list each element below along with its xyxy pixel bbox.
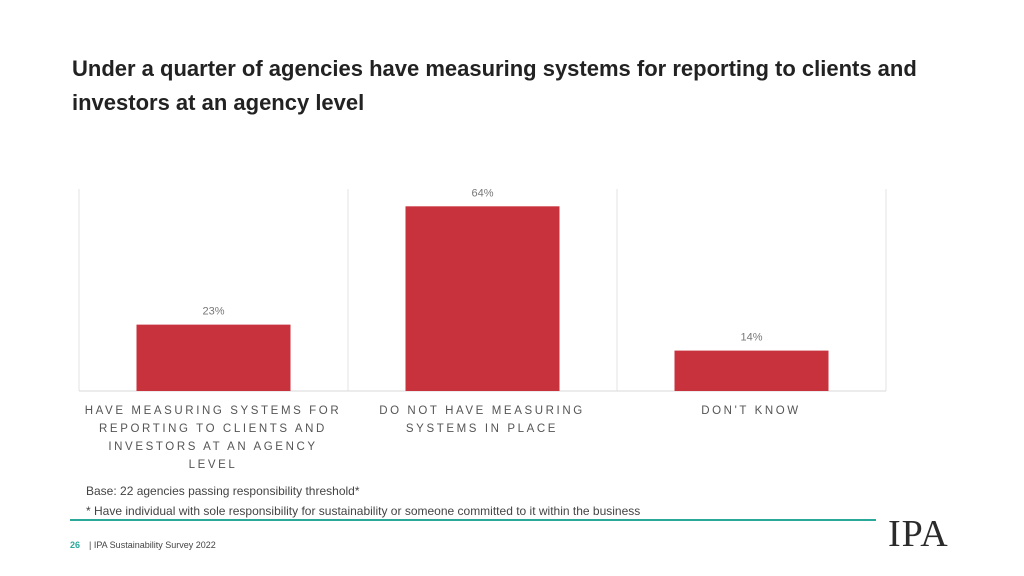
data-label-3: 14%: [740, 332, 762, 344]
ipa-logo: IPA: [888, 513, 949, 555]
bar-2: [405, 206, 560, 391]
footnote: * Have individual with sole responsibili…: [86, 504, 641, 518]
category-label-no-systems: DO NOT HAVE MEASURING SYSTEMS IN PLACE: [379, 405, 585, 435]
data-label-1: 23%: [202, 306, 224, 318]
category-label-have-systems: HAVE MEASURING SYSTEMS FOR REPORTING TO …: [84, 405, 342, 471]
category-label-dont-know: DON'T KNOW: [701, 405, 801, 417]
data-label-2: 64%: [471, 187, 493, 199]
page-title: Under a quarter of agencies have measuri…: [72, 56, 917, 115]
page-number: 26: [70, 540, 81, 550]
footer-text: | IPA Sustainability Survey 2022: [89, 540, 216, 550]
bar-1: [136, 324, 291, 391]
divider: [70, 519, 876, 521]
base-note: Base: 22 agencies passing responsibility…: [86, 484, 360, 498]
bar-3: [674, 350, 829, 391]
